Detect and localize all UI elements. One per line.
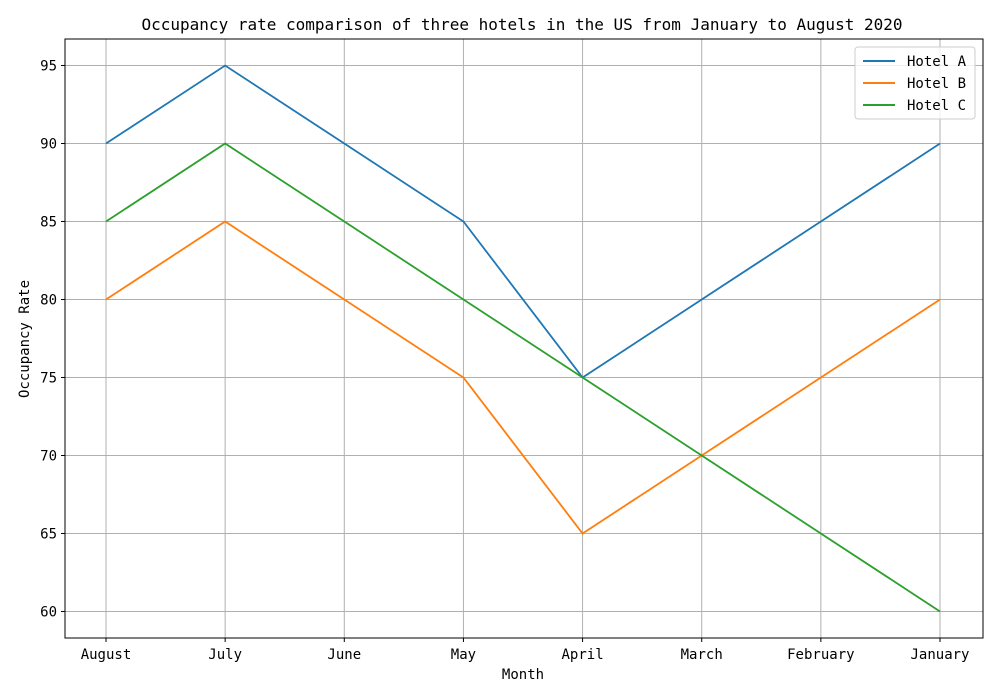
y-tick-label: 90 xyxy=(40,137,57,153)
x-tick-label: January xyxy=(910,647,969,663)
x-tick-label: June xyxy=(327,647,361,663)
y-tick-label: 85 xyxy=(40,215,57,231)
y-axis-label: Occupancy Rate xyxy=(17,280,33,398)
legend-label-hotel-a: Hotel A xyxy=(907,54,967,70)
x-axis: August July June May April March February Janua… xyxy=(81,638,970,663)
x-tick-label: April xyxy=(561,647,603,663)
y-tick-label: 75 xyxy=(40,370,57,386)
legend: Hotel A Hotel B Hotel C xyxy=(855,47,975,119)
y-tick-label: 80 xyxy=(40,293,57,309)
y-tick-label: 70 xyxy=(40,448,57,464)
chart-title: Occupancy rate comparison of three hotel… xyxy=(142,15,903,34)
y-tick-label: 60 xyxy=(40,604,57,620)
x-tick-label: May xyxy=(451,647,476,663)
x-axis-label: Month xyxy=(502,667,544,683)
x-tick-label: February xyxy=(787,647,854,663)
y-tick-label: 65 xyxy=(40,526,57,542)
y-tick-label: 95 xyxy=(40,59,57,75)
x-tick-label: March xyxy=(681,647,723,663)
series-lines xyxy=(106,66,940,612)
legend-label-hotel-b: Hotel B xyxy=(907,76,966,92)
y-axis: 60 65 70 75 80 85 90 95 xyxy=(40,59,65,621)
x-tick-label: July xyxy=(208,647,242,663)
legend-label-hotel-c: Hotel C xyxy=(907,98,966,114)
x-tick-label: August xyxy=(81,647,132,663)
